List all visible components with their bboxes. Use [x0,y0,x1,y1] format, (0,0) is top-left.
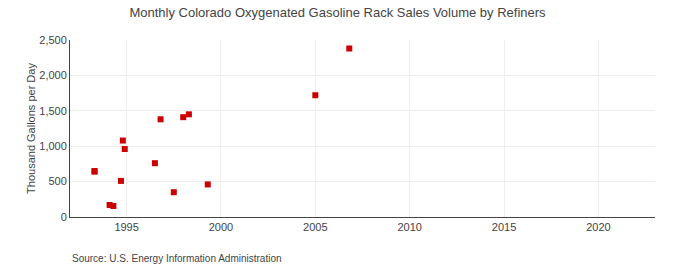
svg-text:2005: 2005 [303,221,327,233]
svg-text:2020: 2020 [586,221,610,233]
svg-text:2010: 2010 [397,221,421,233]
svg-text:500: 500 [48,175,66,187]
svg-text:2000: 2000 [209,221,233,233]
svg-text:1,500: 1,500 [39,105,67,117]
svg-text:0: 0 [61,211,67,223]
svg-text:1995: 1995 [114,221,138,233]
svg-text:Source: U.S. Energy Informatio: Source: U.S. Energy Information Administ… [72,253,282,264]
svg-text:Monthly Colorado Oxygenated Ga: Monthly Colorado Oxygenated Gasoline Rac… [129,5,546,20]
svg-text:Thousand Gallons per Day: Thousand Gallons per Day [25,63,37,194]
svg-text:2,000: 2,000 [39,69,67,81]
svg-text:1,000: 1,000 [39,140,67,152]
svg-text:2,500: 2,500 [39,34,67,46]
svg-text:2015: 2015 [492,221,516,233]
